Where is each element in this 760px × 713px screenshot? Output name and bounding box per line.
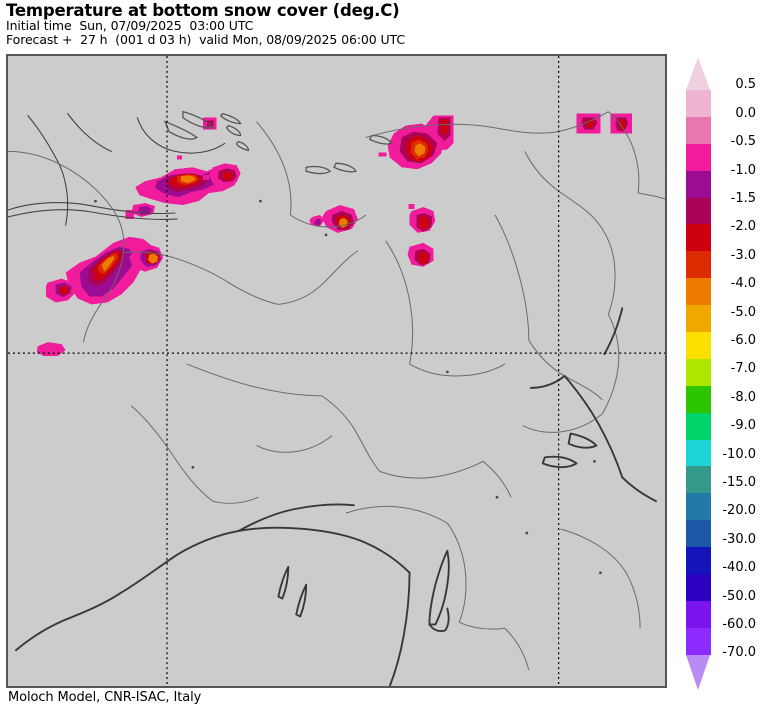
colorbar-label-10: -7.0: [730, 361, 756, 376]
colorbar-body: [686, 90, 711, 655]
forecast-valid-line: Forecast + 27 h (001 d 03 h) valid Mon, …: [6, 31, 405, 47]
colorbar-label-2: -0.5: [730, 134, 756, 149]
figure-header: Temperature at bottom snow cover (deg.C)…: [6, 2, 706, 46]
colorbar: [686, 57, 711, 690]
colorbar-label-14: -15.0: [722, 475, 756, 490]
colorbar-cell-17: [686, 547, 711, 575]
colorbar-label-5: -2.0: [730, 219, 756, 234]
city-dots: [94, 199, 602, 575]
page-title: Temperature at bottom snow cover (deg.C): [6, 1, 400, 20]
colorbar-cell-18: [686, 574, 711, 601]
colorbar-label-6: -3.0: [730, 248, 756, 263]
colorbar-label-7: -4.0: [730, 276, 756, 291]
map-canvas: [8, 56, 665, 686]
colorbar-label-16: -30.0: [722, 532, 756, 547]
colorbar-cell-12: [686, 412, 711, 440]
colorbar-label-13: -10.0: [722, 447, 756, 462]
colorbar-label-15: -20.0: [722, 503, 756, 518]
lakes-layer: [163, 110, 393, 175]
colorbar-cell-13: [686, 439, 711, 467]
colorbar-cell-19: [686, 600, 711, 628]
colorbar-cell-7: [686, 278, 711, 306]
colorbar-label-18: -50.0: [722, 589, 756, 604]
colorbar-cell-3: [686, 170, 711, 198]
colorbar-cell-11: [686, 385, 711, 413]
map-background: [8, 56, 665, 686]
colorbar-cell-9: [686, 332, 711, 359]
colorbar-cell-10: [686, 358, 711, 386]
colorbar-label-3: -1.0: [730, 163, 756, 178]
graticule-layer: [8, 56, 665, 686]
administrative-borders: [8, 111, 665, 671]
colorbar-cell-15: [686, 493, 711, 521]
temperature-shading: [36, 113, 633, 357]
colorbar-label-0: 0.5: [735, 77, 756, 92]
colorbar-cell-2: [686, 143, 711, 171]
colorbar-label-20: -70.0: [722, 645, 756, 660]
colorbar-label-4: -1.5: [730, 191, 756, 206]
sea-coastline: [15, 307, 657, 686]
colorbar-label-17: -40.0: [722, 560, 756, 575]
colorbar-cell-6: [686, 251, 711, 279]
colorbar-label-1: 0.0: [735, 106, 756, 121]
map-frame[interactable]: [6, 54, 667, 688]
colorbar-cell-16: [686, 520, 711, 548]
colorbar-label-19: -60.0: [722, 617, 756, 632]
colorbar-cell-20: [686, 627, 711, 655]
colorbar-cell-8: [686, 305, 711, 333]
colorbar-label-11: -8.0: [730, 390, 756, 405]
colorbar-cell-4: [686, 197, 711, 225]
colorbar-label-8: -5.0: [730, 305, 756, 320]
colorbar-under-arrow: [686, 655, 710, 690]
colorbar-label-9: -6.0: [730, 333, 756, 348]
colorbar-label-12: -9.0: [730, 418, 756, 433]
coastlines-layer: [8, 113, 226, 226]
colorbar-tick-labels: 0.5 0.0 -0.5 -1.0 -1.5 -2.0 -3.0 -4.0 -5.0 -6.0 -7…: [716, 57, 760, 690]
colorbar-cell-0: [686, 90, 711, 117]
initial-time-line: Initial time Sun, 07/09/2025 03:00 UTC: [6, 18, 254, 33]
colorbar-over-arrow: [686, 57, 710, 90]
colorbar-cell-5: [686, 224, 711, 252]
model-credit: Moloch Model, CNR-ISAC, Italy: [8, 690, 202, 705]
colorbar-cell-1: [686, 116, 711, 144]
colorbar-cell-14: [686, 466, 711, 494]
